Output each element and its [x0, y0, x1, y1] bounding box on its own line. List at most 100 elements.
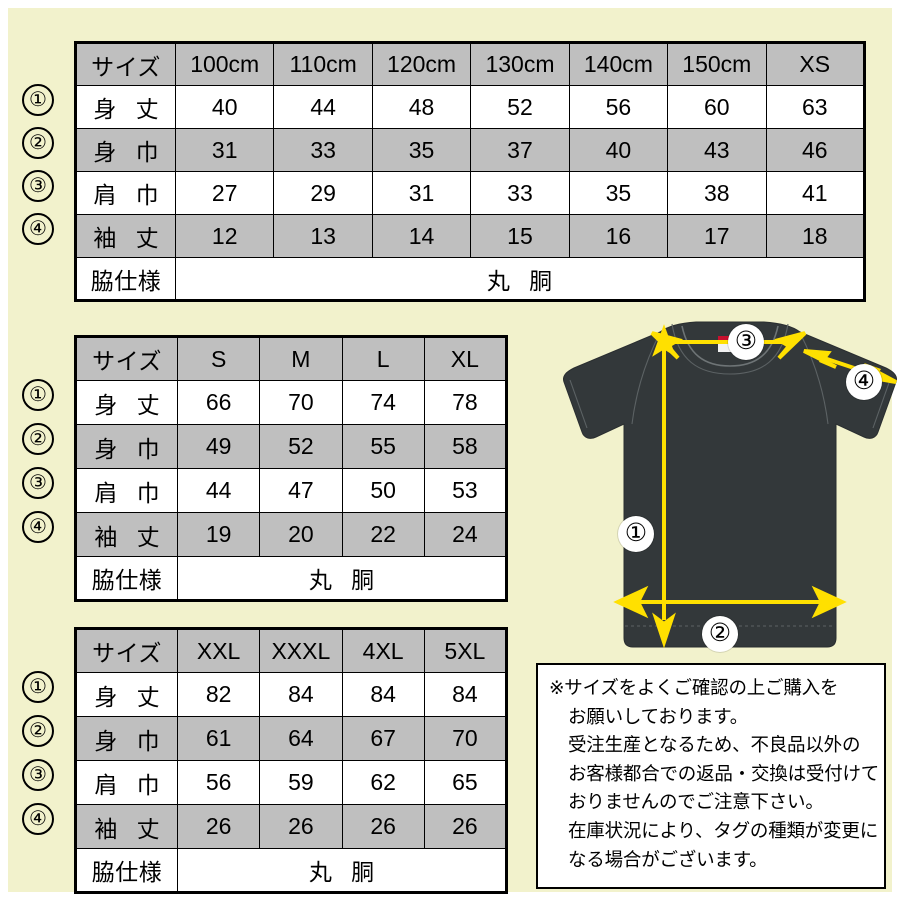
- table-row: 肩 巾 27 29 31 33 35 38 41: [75, 171, 866, 215]
- header-cell-size-L: L: [341, 336, 425, 381]
- table-row: 身 丈 82 84 84 84: [75, 672, 508, 717]
- measurement-cell: 52: [470, 85, 570, 129]
- measurement-cell: 19: [176, 512, 261, 557]
- shoulder-seam-left-icon: [631, 332, 661, 425]
- measure-arrows: [613, 324, 897, 649]
- measurement-cell: 12: [174, 214, 275, 258]
- header-cell-size-120cm: 120cm: [371, 42, 472, 86]
- row-label-cell: 身 丈: [75, 85, 176, 129]
- note-line: お願いしております。: [568, 705, 749, 727]
- table-row: 肩 巾 44 47 50 53: [75, 468, 508, 513]
- measurement-cell: 27: [174, 171, 275, 215]
- measurement-cell: 24: [423, 512, 508, 557]
- row-marker-1-table-1: ①: [22, 83, 54, 116]
- measurement-cell: 44: [176, 468, 261, 513]
- table-header-row: サイズ S M L XL: [75, 336, 508, 381]
- measurement-cell: 59: [259, 760, 343, 805]
- header-cell-size-XS: XS: [765, 42, 866, 86]
- sleeve-hem-right-icon: [872, 379, 891, 429]
- measurement-cell: 50: [341, 468, 425, 513]
- table-row: 身 丈 66 70 74 78: [75, 380, 508, 425]
- header-cell-size: サイズ: [75, 336, 178, 381]
- row-label-cell: 身 巾: [75, 128, 176, 172]
- measurement-cell: 18: [765, 214, 866, 258]
- arrow-length-head-bottom: [652, 612, 676, 649]
- row-label-cell: 身 巾: [75, 424, 178, 469]
- measurement-cell: 62: [341, 760, 425, 805]
- measurement-cell: 41: [765, 171, 866, 215]
- measurement-cell: 17: [667, 214, 767, 258]
- table-footer-row: 脇仕様丸 胴: [75, 848, 507, 893]
- row-marker-4-table-3: ④: [22, 803, 54, 835]
- header-cell-size: サイズ: [75, 628, 178, 673]
- size-table-big: サイズ XXL XXXL 4XL 5XL 身 丈 82 84 84 84 身 巾 61 64 67 70 肩 …: [74, 627, 508, 894]
- measurement-cell: 40: [568, 128, 669, 172]
- note-line: 在庫状況により、タグの種類が変更に: [568, 819, 878, 841]
- table-row: 身 巾 61 64 67 70: [75, 716, 508, 761]
- row-label-cell: 身 丈: [75, 380, 178, 425]
- footer-value-cell: 丸 胴: [177, 848, 507, 893]
- table-row: 袖 丈 19 20 22 24: [75, 512, 508, 557]
- measurement-cell: 20: [259, 512, 343, 557]
- measurement-cell: 60: [667, 85, 767, 129]
- arrow-width-head-right: [811, 585, 847, 619]
- measurement-cell: 70: [423, 716, 508, 761]
- note-line: なる場合がございます。: [568, 848, 768, 870]
- measurement-cell: 16: [568, 214, 669, 258]
- size-table-adult: サイズ S M L XL 身 丈 66 70 74 78 身 巾 49 52 55 58 肩 巾 44 47 50 5…: [74, 335, 508, 602]
- diagram-badge-sleeve-length: ④: [846, 364, 882, 400]
- note-line: おりませんのでご注意下さい。: [568, 791, 824, 813]
- sleeve-hem-left-icon: [569, 379, 588, 429]
- diagram-badge-body-width: ②: [702, 616, 738, 652]
- measurement-cell: 37: [470, 128, 570, 172]
- row-marker-1-table-3: ①: [22, 671, 54, 703]
- arrow-width-head-left: [613, 585, 649, 619]
- row-label-cell: 肩 巾: [75, 171, 176, 215]
- purchase-note-box: ※サイズをよくご確認の上ご購入を お願いしております。 受注生産となるため、不良品以…: [536, 663, 886, 889]
- row-marker-3-table-3: ③: [22, 759, 54, 791]
- table-row: 身 丈 40 44 48 52 56 60 63: [75, 85, 866, 129]
- tshirt-diagram: ③ ④ ① ②: [556, 320, 900, 652]
- measurement-cell: 22: [341, 512, 425, 557]
- table-footer-row: 脇仕様丸 胴: [75, 556, 507, 601]
- shoulder-seam-right-icon: [799, 332, 829, 425]
- row-marker-4-table-1: ④: [22, 212, 54, 245]
- diagram-badge-body-length: ①: [618, 516, 654, 552]
- measurement-cell: 84: [341, 672, 425, 717]
- table-footer-row: 脇仕様丸 胴: [75, 257, 865, 301]
- table-row: 袖 丈 26 26 26 26: [75, 804, 508, 849]
- measurement-cell: 61: [176, 716, 261, 761]
- row-label-cell: 肩 巾: [75, 468, 178, 513]
- header-cell-size-150cm: 150cm: [667, 42, 767, 86]
- measurement-cell: 44: [273, 85, 373, 129]
- row-label-cell: 身 丈: [75, 672, 178, 717]
- header-cell-size-XL: XL: [423, 336, 508, 381]
- header-cell-size-130cm: 130cm: [470, 42, 570, 86]
- measurement-cell: 31: [174, 128, 275, 172]
- table-row: 身 巾 31 33 35 37 40 43 46: [75, 128, 866, 172]
- measurement-cell: 31: [371, 171, 472, 215]
- table-row: 身 巾 49 52 55 58: [75, 424, 508, 469]
- measurement-cell: 56: [176, 760, 261, 805]
- measurement-cell: 33: [470, 171, 570, 215]
- table-header-row: サイズ 100cm 110cm 120cm 130cm 140cm 150cm XS: [75, 42, 866, 86]
- footer-label-cell: 脇仕様: [75, 556, 178, 601]
- arrow-sleeve-head-inner: [803, 349, 837, 369]
- arrow-length-head-top: [652, 324, 676, 357]
- measurement-cell: 82: [176, 672, 261, 717]
- measurement-cell: 47: [259, 468, 343, 513]
- collar-stitch-icon: [671, 323, 789, 375]
- measurement-cell: 38: [667, 171, 767, 215]
- measurement-cell: 26: [341, 804, 425, 849]
- measurement-cell: 26: [423, 804, 508, 849]
- tshirt-svg: [563, 321, 897, 649]
- tshirt-silhouette-icon: [563, 321, 897, 648]
- measurement-cell: 49: [176, 424, 261, 469]
- measurement-cell: 56: [568, 85, 669, 129]
- measurement-cell: 84: [259, 672, 343, 717]
- header-cell-size-XXL: XXL: [176, 628, 261, 673]
- table2-body: サイズ S M L XL 身 丈 66 70 74 78 身 巾 49 52 55 58 肩 巾 44 47 50 5…: [75, 336, 508, 601]
- row-marker-1-table-2: ①: [22, 379, 54, 411]
- row-marker-3-table-1: ③: [22, 169, 54, 202]
- header-cell-size-S: S: [176, 336, 261, 381]
